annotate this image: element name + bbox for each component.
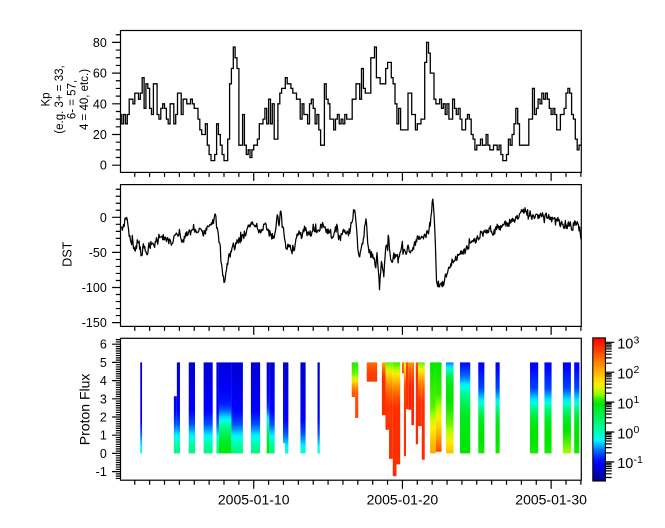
svg-text:10: 10 — [617, 367, 633, 383]
svg-text:-50: -50 — [89, 246, 107, 260]
svg-text:-1: -1 — [96, 465, 107, 479]
svg-text:5: 5 — [100, 356, 107, 370]
svg-text:10: 10 — [617, 456, 633, 472]
svg-text:0: 0 — [100, 211, 107, 225]
svg-text:DST: DST — [61, 241, 75, 266]
svg-text:-100: -100 — [82, 281, 107, 295]
svg-text:(e.g. 3+ = 33,: (e.g. 3+ = 33, — [54, 65, 66, 133]
svg-text:60: 60 — [93, 67, 107, 81]
svg-text:2005-01-30: 2005-01-30 — [515, 492, 587, 508]
svg-text:-1: -1 — [634, 454, 643, 466]
svg-text:80: 80 — [93, 36, 107, 50]
svg-text:Kp: Kp — [40, 92, 52, 106]
svg-text:40: 40 — [93, 97, 107, 111]
svg-text:10: 10 — [617, 396, 633, 412]
svg-text:3: 3 — [634, 334, 640, 346]
svg-text:6: 6 — [100, 338, 107, 352]
svg-text:1: 1 — [100, 429, 107, 443]
svg-text:0: 0 — [100, 447, 107, 461]
svg-text:Proton Flux: Proton Flux — [77, 374, 93, 446]
svg-text:2005-01-10: 2005-01-10 — [218, 492, 290, 508]
svg-text:4: 4 — [100, 374, 107, 388]
svg-text:4 = 40, etc.): 4 = 40, etc.) — [79, 69, 91, 130]
svg-text:6- = 57,: 6- = 57, — [67, 80, 79, 119]
svg-text:2: 2 — [634, 364, 640, 376]
svg-text:0: 0 — [634, 424, 640, 436]
svg-text:10: 10 — [617, 337, 633, 353]
svg-text:1: 1 — [634, 394, 640, 406]
svg-text:2: 2 — [100, 411, 107, 425]
svg-text:0: 0 — [100, 159, 107, 173]
svg-text:20: 20 — [93, 128, 107, 142]
svg-text:10: 10 — [617, 426, 633, 442]
svg-text:-150: -150 — [82, 316, 107, 330]
svg-text:3: 3 — [100, 392, 107, 406]
svg-text:2005-01-20: 2005-01-20 — [367, 492, 439, 508]
